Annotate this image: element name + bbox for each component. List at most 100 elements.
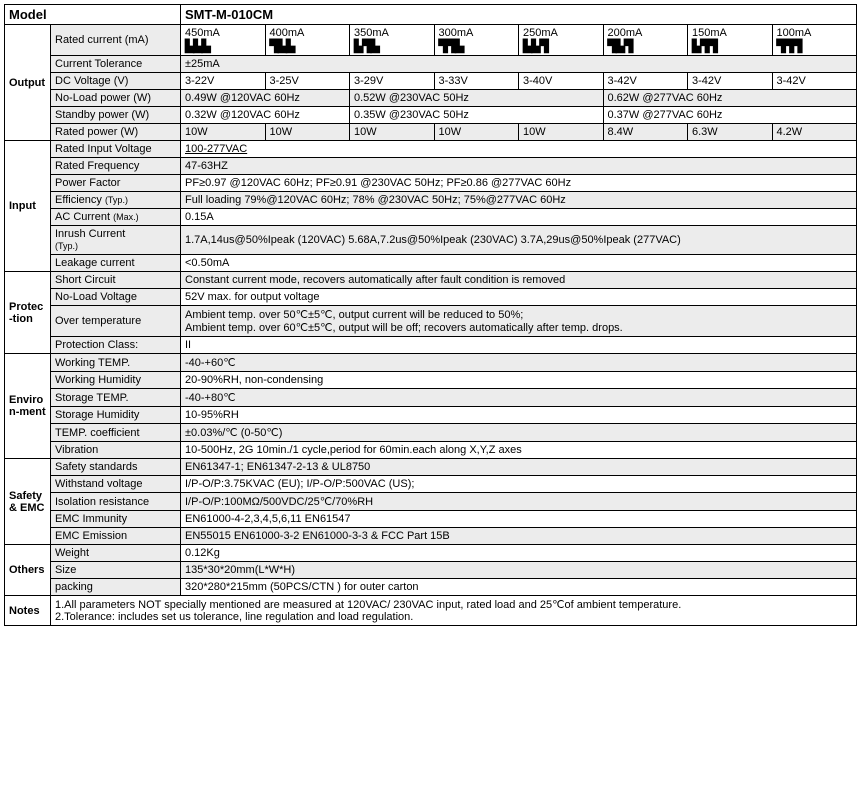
- ot-label: Over temperature: [51, 306, 181, 337]
- section-notes: Notes: [5, 596, 51, 626]
- size-label: Size: [51, 562, 181, 579]
- dc-voltage-label: DC Voltage (V): [51, 73, 181, 90]
- packing-label: packing: [51, 579, 181, 596]
- ratedp-4: 10W: [519, 124, 604, 141]
- ac-label: AC Current (Max.): [51, 209, 181, 226]
- noload-b: 0.52W @230VAC 50Hz: [350, 90, 604, 107]
- dcv-6: 3-42V: [688, 73, 773, 90]
- ratedp-0: 10W: [181, 124, 266, 141]
- current-tolerance-value: ±25mA: [181, 56, 857, 73]
- ir-label: Isolation resistance: [51, 493, 181, 511]
- ratedp-6: 6.3W: [688, 124, 773, 141]
- ratedp-7: 4.2W: [772, 124, 857, 141]
- rated-current-label: Rated current (mA): [51, 25, 181, 56]
- dip-icon-6: ▙▜▜: [692, 39, 717, 53]
- ot-value: Ambient temp. over 50℃±5℃, output curren…: [181, 306, 857, 337]
- ratedp-5: 8.4W: [603, 124, 688, 141]
- sh-label: Storage Humidity: [51, 407, 181, 424]
- dip-icon-5: ▜▙▜: [608, 39, 633, 53]
- col-350: 350mA▙▜▙: [350, 25, 435, 56]
- ss-value: EN61347-1; EN61347-2-13 & UL8750: [181, 459, 857, 476]
- col-100: 100mA▜▜▜: [772, 25, 857, 56]
- inrush-value: 1.7A,14us@50%Ipeak (120VAC) 5.68A,7.2us@…: [181, 226, 857, 255]
- packing-value: 320*280*215mm (50PCS/CTN ) for outer car…: [181, 579, 857, 596]
- ratedp-3: 10W: [434, 124, 519, 141]
- model-label: Model: [5, 5, 181, 25]
- tc-value: ±0.03%/℃ (0-50℃): [181, 424, 857, 442]
- dip-icon-0: ▙▙▙: [185, 39, 210, 53]
- dcv-3: 3-33V: [434, 73, 519, 90]
- col-300: 300mA▜▜▙: [434, 25, 519, 56]
- col-450: 450mA▙▙▙: [181, 25, 266, 56]
- sc-value: Constant current mode, recovers automati…: [181, 272, 857, 289]
- size-value: 135*30*20mm(L*W*H): [181, 562, 857, 579]
- sc-label: Short Circuit: [51, 272, 181, 289]
- leak-value: <0.50mA: [181, 255, 857, 272]
- riv-value: 100-277VAC: [181, 141, 857, 158]
- vib-label: Vibration: [51, 442, 181, 459]
- standby-c: 0.37W @277VAC 60Hz: [603, 107, 857, 124]
- section-protection: Protec-tion: [5, 272, 51, 354]
- dip-icon-4: ▙▙▜: [523, 39, 548, 53]
- wt-label: Working TEMP.: [51, 354, 181, 372]
- dcv-5: 3-42V: [603, 73, 688, 90]
- vib-value: 10-500Hz, 2G 10min./1 cycle,period for 6…: [181, 442, 857, 459]
- col-250: 250mA▙▙▜: [519, 25, 604, 56]
- section-input: Input: [5, 141, 51, 272]
- pc-label: Protection Class:: [51, 337, 181, 354]
- dcv-0: 3-22V: [181, 73, 266, 90]
- noload-label: No-Load power (W): [51, 90, 181, 107]
- wv-value: I/P-O/P:3.75KVAC (EU); I/P-O/P:500VAC (U…: [181, 476, 857, 493]
- dcv-4: 3-40V: [519, 73, 604, 90]
- pf-label: Power Factor: [51, 175, 181, 192]
- st-label: Storage TEMP.: [51, 389, 181, 407]
- ir-value: I/P-O/P:100MΩ/500VDC/25℃/70%RH: [181, 493, 857, 511]
- current-tolerance-label: Current Tolerance: [51, 56, 181, 73]
- dcv-7: 3-42V: [772, 73, 857, 90]
- rf-value: 47-63HZ: [181, 158, 857, 175]
- ss-label: Safety standards: [51, 459, 181, 476]
- standby-a: 0.32W @120VAC 60Hz: [181, 107, 350, 124]
- dip-icon-1: ▜▙▙: [270, 39, 295, 53]
- section-safety: Safety & EMC: [5, 459, 51, 545]
- col-150: 150mA▙▜▜: [688, 25, 773, 56]
- wt-value: -40-+60℃: [181, 354, 857, 372]
- pc-value: II: [181, 337, 857, 354]
- rf-label: Rated Frequency: [51, 158, 181, 175]
- wh-label: Working Humidity: [51, 372, 181, 389]
- st-value: -40-+80℃: [181, 389, 857, 407]
- riv-label: Rated Input Voltage: [51, 141, 181, 158]
- section-others: Others: [5, 545, 51, 596]
- emce-label: EMC Emission: [51, 528, 181, 545]
- notes-body: 1.All parameters NOT specially mentioned…: [51, 596, 857, 626]
- section-environment: Environ-ment: [5, 354, 51, 459]
- dip-icon-3: ▜▜▙: [439, 39, 464, 53]
- standby-label: Standby power (W): [51, 107, 181, 124]
- sh-value: 10-95%RH: [181, 407, 857, 424]
- nlv-value: 52V max. for output voltage: [181, 289, 857, 306]
- dcv-2: 3-29V: [350, 73, 435, 90]
- tc-label: TEMP. coefficient: [51, 424, 181, 442]
- nlv-label: No-Load Voltage: [51, 289, 181, 306]
- ratedp-2: 10W: [350, 124, 435, 141]
- spec-table: Model SMT-M-010CM Output Rated current (…: [4, 4, 857, 626]
- col-200: 200mA▜▙▜: [603, 25, 688, 56]
- emci-label: EMC Immunity: [51, 511, 181, 528]
- eff-value: Full loading 79%@120VAC 60Hz; 78% @230VA…: [181, 192, 857, 209]
- ratedp-label: Rated power (W): [51, 124, 181, 141]
- dip-icon-7: ▜▜▜: [777, 39, 802, 53]
- model-value: SMT-M-010CM: [181, 5, 857, 25]
- pf-value: PF≥0.97 @120VAC 60Hz; PF≥0.91 @230VAC 50…: [181, 175, 857, 192]
- eff-label: Efficiency (Typ.): [51, 192, 181, 209]
- emci-value: EN61000-4-2,3,4,5,6,11 EN61547: [181, 511, 857, 528]
- wv-label: Withstand voltage: [51, 476, 181, 493]
- ac-value: 0.15A: [181, 209, 857, 226]
- noload-a: 0.49W @120VAC 60Hz: [181, 90, 350, 107]
- dcv-1: 3-25V: [265, 73, 350, 90]
- standby-b: 0.35W @230VAC 50Hz: [350, 107, 604, 124]
- ratedp-1: 10W: [265, 124, 350, 141]
- section-output: Output: [5, 25, 51, 141]
- dip-icon-2: ▙▜▙: [354, 39, 379, 53]
- noload-c: 0.62W @277VAC 60Hz: [603, 90, 857, 107]
- emce-value: EN55015 EN61000-3-2 EN61000-3-3 & FCC Pa…: [181, 528, 857, 545]
